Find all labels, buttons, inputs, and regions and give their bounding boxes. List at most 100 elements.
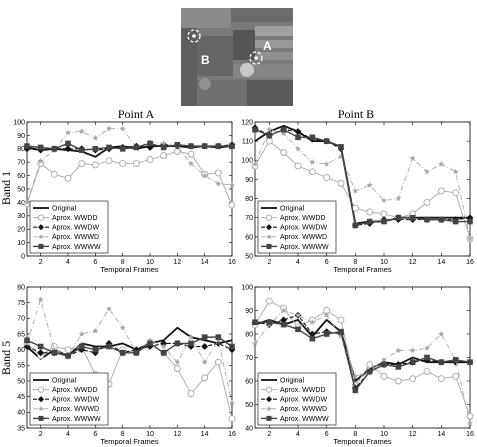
data-point (452, 168, 459, 175)
legend-label: Original (52, 205, 77, 212)
data-point (466, 420, 474, 426)
x-tick-label: 8 (121, 259, 125, 266)
legend-label: Aprox. WWDD (280, 215, 326, 222)
x-tick-label: 6 (93, 259, 97, 266)
y-tick-label: 0 (21, 253, 25, 260)
data-point (201, 374, 209, 382)
data-point (366, 368, 373, 375)
legend-label: Aprox. WWDW (52, 397, 99, 404)
data-point (78, 343, 85, 350)
data-point (437, 187, 445, 195)
thumbnail-terrain (181, 8, 293, 106)
data-point (78, 147, 85, 153)
data-point (466, 214, 474, 222)
x-tick-label: 10 (380, 431, 388, 438)
data-point (92, 146, 99, 152)
data-point (92, 327, 99, 334)
data-point (452, 189, 460, 197)
data-point (452, 372, 460, 380)
data-point (187, 160, 195, 167)
data-point (228, 201, 236, 209)
y-tick-label: 50 (17, 378, 25, 385)
data-point (337, 179, 345, 187)
data-point (409, 214, 416, 221)
data-point (366, 181, 373, 188)
data-point (323, 312, 330, 318)
legend-marker (38, 243, 44, 249)
data-point (229, 343, 235, 350)
data-point (251, 340, 259, 346)
data-point (51, 146, 58, 152)
data-point (37, 296, 44, 303)
data-point (323, 138, 330, 144)
x-axis-label: Temporal Frames (333, 265, 392, 274)
data-point (160, 343, 167, 350)
y-tick-label: 80 (17, 146, 25, 153)
data-point (201, 143, 208, 149)
data-point (394, 377, 402, 385)
y-tick-label: 120 (241, 119, 253, 126)
legend: Original Aprox. WWDD Aprox. WWDW Aprox. WWW… (257, 372, 337, 426)
series-aproxwwww (252, 126, 473, 229)
y-tick-label: 60 (245, 378, 253, 385)
x-tick-label: 6 (325, 259, 329, 266)
legend-label: Aprox. WWDD (280, 387, 326, 394)
y-tick-label: 70 (245, 215, 253, 222)
data-point (252, 319, 258, 326)
data-point (119, 125, 126, 132)
y-tick-label: 20 (17, 227, 25, 234)
column-title-point-b: Point B (338, 107, 374, 121)
data-point (174, 359, 181, 365)
y-tick-label: 60 (17, 173, 25, 180)
series-line (26, 326, 233, 360)
data-point (174, 141, 181, 148)
x-tick-label: 16 (228, 259, 236, 266)
data-point (174, 340, 181, 347)
thumbnail-label-b: B (201, 53, 210, 67)
data-point (91, 161, 99, 169)
data-point (24, 143, 30, 149)
data-point (265, 137, 273, 145)
data-point (187, 333, 195, 340)
x-tick-label: 10 (146, 431, 154, 438)
data-point (228, 415, 236, 423)
x-tick-label: 12 (173, 431, 181, 438)
series-line (254, 314, 470, 389)
y-tick-label: 100 (241, 284, 253, 291)
data-point (215, 143, 222, 149)
data-point (323, 160, 330, 167)
x-tick-label: 2 (267, 431, 271, 438)
data-point (395, 364, 402, 370)
data-point (214, 340, 222, 347)
data-point (64, 129, 72, 136)
y-tick-label: 55 (17, 363, 25, 370)
data-point (215, 180, 222, 187)
legend-marker (266, 233, 272, 240)
data-point (294, 162, 302, 170)
data-point (146, 156, 154, 163)
x-tick-label: 6 (325, 431, 329, 438)
data-point (467, 218, 473, 225)
satellite-thumbnail: B A (181, 8, 293, 106)
data-point (251, 160, 259, 167)
data-point (308, 330, 316, 338)
legend-marker (37, 224, 45, 231)
series-aproxwwww (252, 319, 473, 394)
data-point (380, 197, 388, 204)
legend-label: Aprox. WWDW (280, 397, 327, 404)
x-tick-label: 12 (173, 259, 181, 266)
legend-label: Aprox. WWDD (52, 387, 98, 394)
data-point (92, 346, 99, 353)
x-tick-label: 14 (437, 259, 445, 266)
legend: Original Aprox. WWDD Aprox. WWDW Aprox. WWW… (257, 200, 337, 254)
y-tick-label: 40 (17, 200, 25, 207)
data-point (187, 390, 195, 397)
series-line (26, 142, 232, 151)
data-point (228, 399, 236, 406)
data-point (133, 144, 140, 151)
x-tick-label: 8 (121, 431, 125, 438)
x-tick-label: 4 (296, 431, 300, 438)
legend: Original Aprox. WWDD Aprox. WWDW Aprox. WWW… (29, 372, 109, 426)
y-tick-label: 50 (17, 186, 25, 193)
data-point (146, 144, 154, 151)
